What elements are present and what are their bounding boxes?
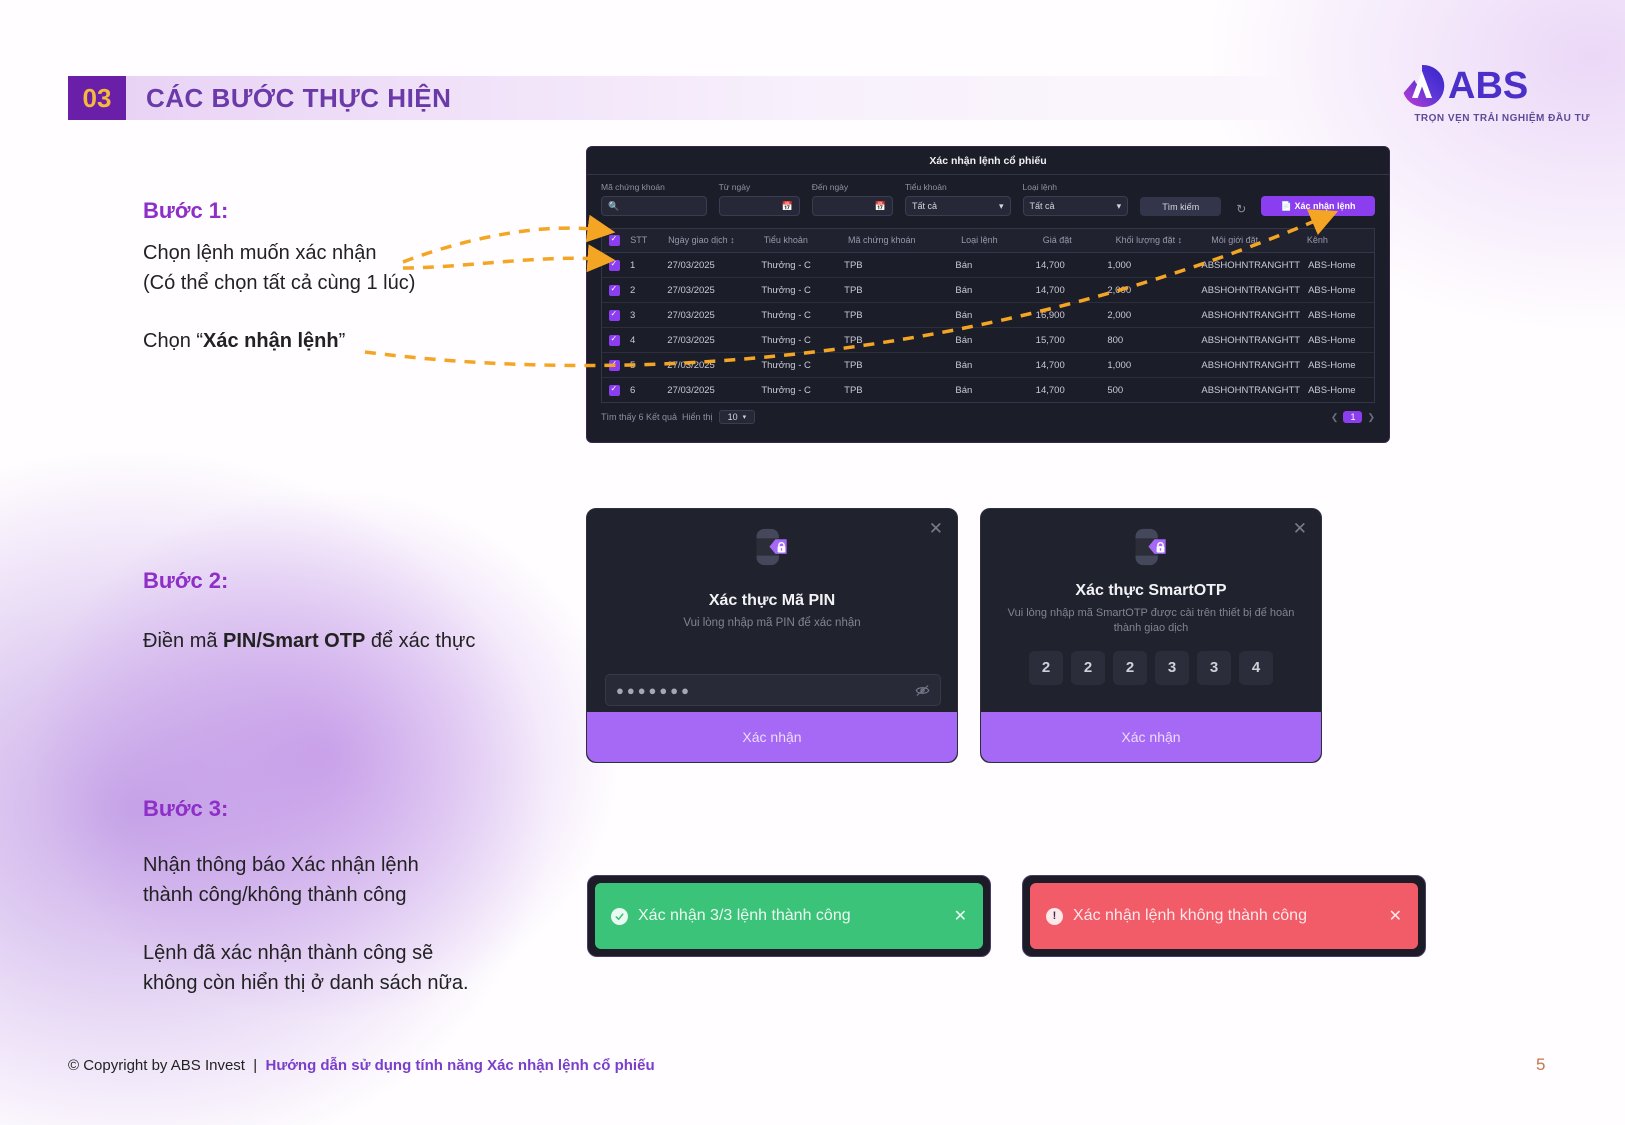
svg-text:ABS: ABS — [1448, 65, 1528, 107]
